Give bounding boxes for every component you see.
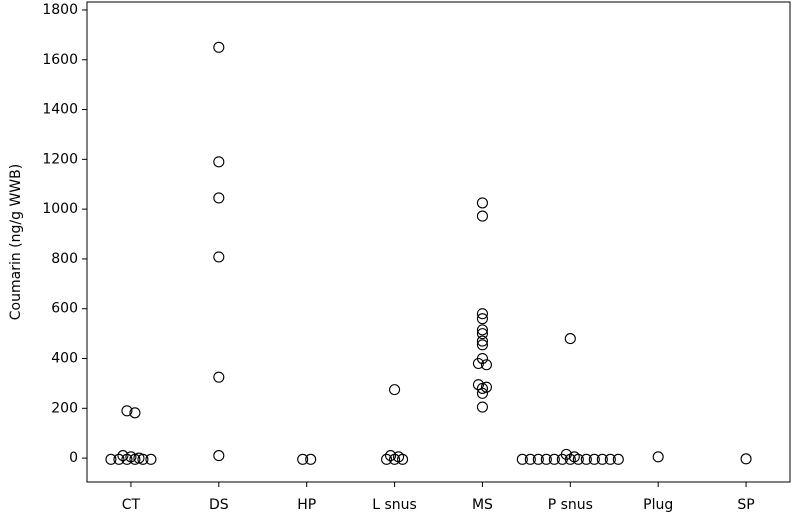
data-point: [516, 453, 528, 465]
data-point: [305, 453, 317, 465]
data-point: [556, 453, 568, 465]
y-tick-label: 1200: [42, 151, 78, 167]
data-point: [297, 453, 309, 465]
x-tick-label: P snus: [548, 497, 593, 513]
data-point: [389, 453, 401, 465]
data-point: [385, 450, 397, 462]
data-point: [604, 453, 616, 465]
y-axis-label: Coumarin (ng/g WWB): [8, 164, 24, 320]
data-point: [213, 192, 225, 204]
y-tick-label: 1800: [42, 2, 78, 18]
data-point: [476, 382, 488, 394]
data-point: [121, 405, 133, 417]
data-point: [129, 453, 141, 465]
y-tick-label: 1600: [42, 52, 78, 68]
data-point: [113, 453, 125, 465]
data-point: [652, 451, 664, 463]
data-point: [213, 251, 225, 263]
data-point: [476, 210, 488, 222]
data-point: [117, 450, 129, 462]
y-tick-label: 600: [51, 301, 78, 317]
y-tick-label: 800: [51, 251, 78, 267]
data-point: [213, 41, 225, 53]
data-point: [596, 453, 608, 465]
x-tick-label: Plug: [643, 497, 673, 513]
data-point: [213, 450, 225, 462]
data-point: [472, 357, 484, 370]
data-point: [121, 453, 133, 465]
data-point: [476, 401, 488, 413]
data-point: [105, 453, 117, 465]
data-point: [564, 453, 576, 465]
plot-frame: [86, 1, 791, 483]
data-point: [476, 197, 488, 209]
y-tick-label: 400: [51, 351, 78, 367]
data-point: [740, 453, 752, 465]
data-point: [480, 359, 492, 371]
data-point: [397, 453, 409, 465]
data-point: [145, 453, 157, 465]
data-point: [548, 453, 560, 465]
data-point: [389, 384, 401, 396]
x-tick-label: HP: [297, 497, 316, 513]
data-point: [540, 453, 552, 465]
data-point: [476, 335, 488, 347]
data-point: [612, 453, 624, 465]
data-point: [476, 328, 488, 340]
x-tick-label: SP: [737, 497, 754, 513]
data-point: [476, 308, 488, 320]
x-tick-label: MS: [472, 497, 493, 513]
data-point: [532, 453, 544, 465]
data-point: [381, 453, 393, 465]
data-point: [137, 453, 149, 465]
y-tick-label: 1400: [42, 102, 78, 118]
data-point: [564, 333, 576, 345]
y-tick-label: 0: [69, 450, 78, 466]
data-point: [572, 453, 584, 465]
data-point: [213, 156, 225, 168]
data-point: [588, 453, 600, 465]
data-point: [476, 313, 488, 325]
data-point: [476, 339, 488, 351]
x-tick-label: DS: [209, 497, 229, 513]
data-point: [476, 324, 488, 336]
x-tick-label: CT: [122, 497, 141, 513]
data-point: [476, 387, 488, 399]
y-tick-label: 1000: [42, 201, 78, 217]
data-point: [129, 407, 141, 419]
data-point: [213, 371, 225, 383]
y-tick-label: 200: [51, 400, 78, 416]
x-tick-label: L snus: [372, 497, 417, 513]
data-point: [524, 453, 536, 465]
data-point: [580, 453, 592, 465]
